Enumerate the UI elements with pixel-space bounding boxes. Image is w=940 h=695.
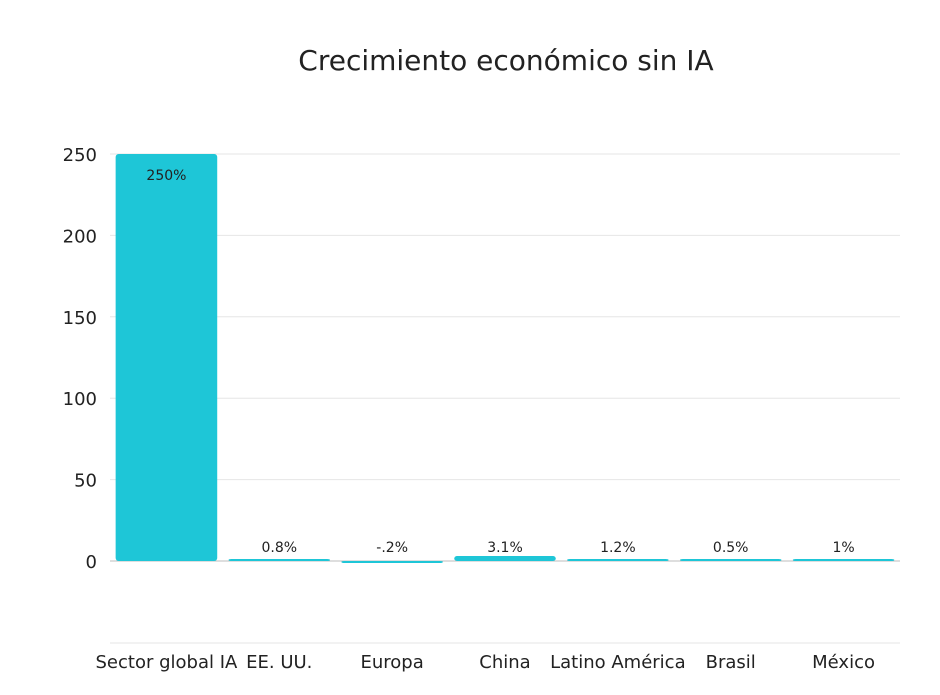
bars — [115, 154, 895, 563]
chart-title: Crecimiento económico sin IA — [298, 44, 714, 77]
data-label: 1% — [832, 540, 854, 556]
y-tick-label: 200 — [63, 226, 97, 247]
data-label: 0.8% — [261, 540, 297, 556]
x-tick-label: Latino América — [550, 652, 686, 673]
y-tick-label: 0 — [86, 552, 97, 573]
y-tick-label: 50 — [74, 471, 97, 492]
bar — [567, 559, 669, 561]
bar — [228, 559, 331, 561]
x-tick-label: Sector global IA — [96, 652, 239, 673]
bar — [792, 559, 895, 561]
bar — [679, 559, 782, 561]
data-label: -.2% — [376, 540, 408, 556]
y-tick-label: 150 — [63, 308, 97, 329]
data-label: 1.2% — [600, 540, 636, 556]
y-axis: 0 50 100 150 200 250 — [63, 145, 97, 573]
y-tick-label: 250 — [63, 145, 97, 166]
bar — [115, 154, 218, 561]
x-axis: Sector global IA EE. UU. Europa China Latino… — [96, 652, 875, 673]
data-label: 250% — [146, 168, 186, 184]
x-tick-label: Europa — [361, 652, 424, 673]
bar — [454, 555, 556, 561]
x-tick-label: México — [812, 652, 875, 673]
grid-lines — [110, 153, 900, 644]
data-label: 0.5% — [713, 540, 749, 556]
x-tick-label: China — [479, 652, 530, 673]
x-tick-label: EE. UU. — [246, 652, 312, 673]
x-tick-label: Brasil — [706, 652, 756, 673]
data-labels: 250% 0.8% -.2% 3.1% 1.2% 0.5% 1% — [146, 168, 854, 556]
data-label: 3.1% — [487, 540, 523, 556]
y-tick-label: 100 — [63, 389, 97, 410]
bar — [341, 561, 443, 563]
